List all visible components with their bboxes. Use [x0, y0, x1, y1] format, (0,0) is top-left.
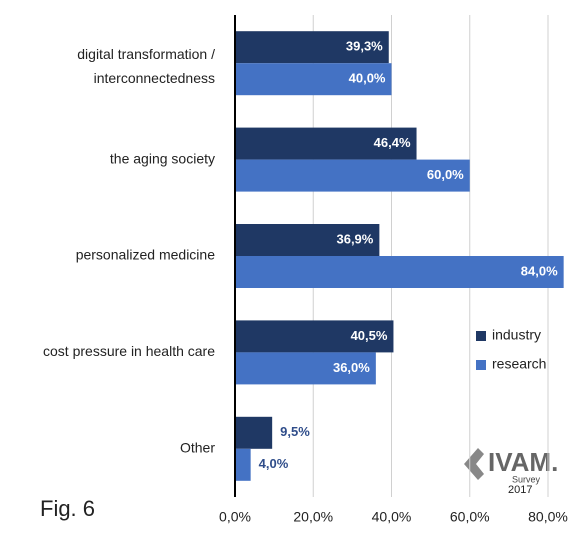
value-label: 4,0%	[259, 456, 289, 471]
x-tick-label: 60,0%	[450, 509, 490, 525]
value-label: 9,5%	[280, 424, 310, 439]
figure-label: Fig. 6	[40, 496, 95, 521]
x-tick-label: 80,0%	[528, 509, 568, 525]
bar	[235, 320, 394, 353]
bar	[235, 224, 380, 256]
x-tick-label: 40,0%	[372, 509, 412, 525]
value-label: 60,0%	[427, 167, 464, 182]
logo-sub: Survey	[512, 474, 541, 484]
value-label: 36,0%	[333, 360, 370, 375]
legend-swatch	[476, 331, 486, 341]
y-tick-label: cost pressure in health care	[43, 343, 215, 359]
logo-year: 2017	[508, 484, 532, 496]
bar	[235, 256, 564, 288]
x-tick-label: 20,0%	[293, 509, 333, 525]
value-label: 39,3%	[346, 39, 383, 54]
bar	[235, 416, 273, 449]
value-label: 36,9%	[336, 231, 373, 246]
bar	[235, 352, 376, 385]
logo-mark	[464, 448, 484, 480]
bar	[235, 127, 417, 160]
value-label: 40,0%	[349, 71, 386, 86]
bar	[235, 448, 251, 481]
logo: IVAM. Survey 2017	[464, 447, 558, 496]
legend-label: industry	[492, 327, 541, 343]
legend-swatch	[476, 360, 486, 370]
value-label: 40,5%	[351, 328, 388, 343]
value-label: 46,4%	[374, 135, 411, 150]
x-tick-label: 0,0%	[219, 509, 251, 525]
y-tick-label: the aging society	[110, 150, 215, 166]
y-tick-label: personalized medicine	[76, 247, 216, 263]
bar	[235, 63, 392, 96]
y-tick-label: Other	[180, 440, 215, 456]
value-label: 84,0%	[521, 263, 558, 278]
bar	[235, 31, 389, 64]
bar	[235, 159, 470, 192]
y-tick-label: digital transformation / interconnectedne…	[77, 46, 215, 86]
logo-name: IVAM.	[488, 447, 558, 477]
legend-label: research	[492, 356, 546, 372]
